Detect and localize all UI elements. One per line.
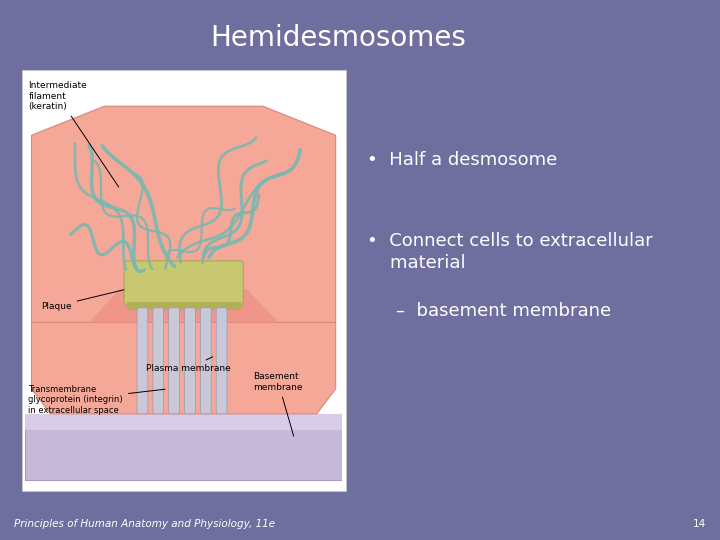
- FancyBboxPatch shape: [22, 70, 346, 491]
- Polygon shape: [25, 414, 342, 481]
- Text: 14: 14: [693, 519, 706, 529]
- Text: Hemidesmosomes: Hemidesmosomes: [210, 24, 467, 52]
- Polygon shape: [89, 289, 279, 322]
- Polygon shape: [25, 414, 342, 430]
- Text: Plasma membrane: Plasma membrane: [145, 357, 230, 373]
- Polygon shape: [127, 301, 240, 310]
- Text: Transmembrane
glycoprotein (integrin)
in extracellular space: Transmembrane glycoprotein (integrin) in…: [28, 384, 165, 415]
- FancyBboxPatch shape: [124, 261, 243, 305]
- Text: Basement
membrane: Basement membrane: [253, 372, 303, 436]
- FancyBboxPatch shape: [137, 308, 148, 414]
- Polygon shape: [32, 322, 336, 414]
- FancyBboxPatch shape: [200, 308, 211, 414]
- FancyBboxPatch shape: [153, 308, 163, 414]
- Text: •  Connect cells to extracellular
    material: • Connect cells to extracellular materia…: [367, 232, 653, 272]
- Text: –  basement membrane: – basement membrane: [396, 302, 611, 320]
- Text: Principles of Human Anatomy and Physiology, 11e: Principles of Human Anatomy and Physiolo…: [14, 519, 276, 529]
- Polygon shape: [32, 106, 336, 322]
- Text: Plaque: Plaque: [41, 290, 124, 310]
- Text: •  Half a desmosome: • Half a desmosome: [367, 151, 557, 169]
- FancyBboxPatch shape: [216, 308, 227, 414]
- FancyBboxPatch shape: [168, 308, 179, 414]
- Text: Intermediate
filament
(keratin): Intermediate filament (keratin): [28, 81, 119, 187]
- FancyBboxPatch shape: [184, 308, 195, 414]
